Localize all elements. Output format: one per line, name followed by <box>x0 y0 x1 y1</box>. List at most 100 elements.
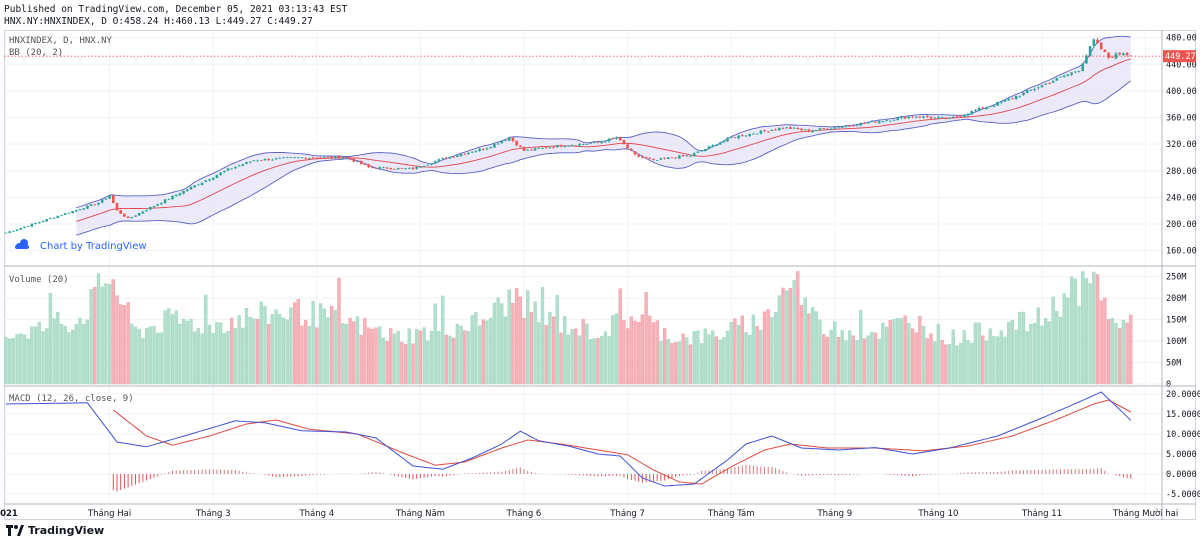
candle-body <box>866 122 870 124</box>
candle <box>1092 38 1096 47</box>
volume-bar <box>951 329 955 385</box>
candle-body <box>230 168 233 170</box>
candle-body <box>1059 76 1062 78</box>
candle-body <box>1096 39 1099 44</box>
candle-body <box>585 143 589 145</box>
volume-bar <box>659 340 663 385</box>
volume-bar <box>144 327 149 385</box>
candle-body <box>667 157 670 160</box>
volume-bar <box>130 323 134 385</box>
volume-bar <box>111 279 115 385</box>
candle <box>822 128 825 129</box>
candle-body <box>308 157 311 159</box>
candle <box>951 115 955 119</box>
candle <box>689 155 692 158</box>
candle-body <box>8 231 11 233</box>
volume-bar <box>707 334 711 385</box>
candle-body <box>226 168 230 171</box>
candle <box>293 156 296 159</box>
volume-bar <box>133 326 138 385</box>
volume-bar <box>607 336 611 385</box>
candle-body <box>112 195 115 203</box>
candle-body <box>1118 52 1121 55</box>
volume-bar <box>433 303 437 385</box>
time-axis-tick: Tháng Năm <box>395 509 445 519</box>
candle-body <box>1051 81 1055 83</box>
volume-bar <box>326 317 330 385</box>
candle-body <box>311 157 315 159</box>
candle-body <box>855 125 859 127</box>
candle <box>707 145 711 150</box>
volume-bar <box>618 288 622 385</box>
candle-body <box>1103 49 1107 52</box>
candle <box>470 150 474 154</box>
candle-body <box>659 158 663 160</box>
candle <box>326 156 330 158</box>
candle-body <box>955 116 959 117</box>
volume-bar <box>611 315 615 385</box>
candle-body <box>567 145 570 147</box>
candle <box>933 117 936 119</box>
volume-bar <box>396 330 400 385</box>
candle <box>267 158 270 162</box>
macd-pane-title[interactable]: MACD (12, 26, close, 9) <box>9 394 134 404</box>
candle-body <box>692 153 696 156</box>
volume-bar <box>796 271 800 385</box>
volume-bar <box>748 335 752 385</box>
candle <box>411 167 415 170</box>
volume-bar <box>185 320 189 385</box>
volume-bar <box>1121 319 1126 385</box>
volume-bar <box>156 332 160 385</box>
candle <box>422 165 426 168</box>
candle <box>234 166 237 170</box>
candle <box>1099 41 1103 50</box>
candle <box>12 230 15 232</box>
volume-bar <box>622 320 626 385</box>
volume-bar <box>466 331 471 385</box>
candle <box>1003 99 1007 103</box>
candle <box>385 167 389 170</box>
candle <box>618 136 622 142</box>
candle <box>581 143 585 146</box>
candle-body <box>426 164 430 166</box>
bb-indicator-label[interactable]: BB (20, 2) <box>9 48 63 58</box>
candle-body <box>944 117 948 119</box>
volume-bar <box>988 328 992 385</box>
macd-axis-tick: 10.0000 <box>1166 430 1200 440</box>
candle <box>622 139 626 145</box>
candle-body <box>1044 83 1047 85</box>
candle <box>944 117 948 120</box>
brand-footer[interactable]: TradingView <box>6 524 104 537</box>
candle <box>955 115 959 118</box>
volume-axis-tick: 150M <box>1166 316 1186 326</box>
volume-bar <box>803 297 807 385</box>
candle-body <box>670 157 674 159</box>
volume-bar <box>148 326 152 385</box>
candle-body <box>82 208 85 210</box>
candle <box>23 226 26 229</box>
candle-body <box>859 122 862 126</box>
volume-bar <box>1051 296 1055 385</box>
candle-body <box>178 193 182 196</box>
candle-body <box>552 146 555 148</box>
candle <box>870 120 874 123</box>
candle <box>685 154 689 157</box>
candle <box>1029 89 1033 91</box>
candle-body <box>1107 52 1110 58</box>
candle <box>544 146 548 149</box>
candle <box>86 205 89 209</box>
volume-bar <box>1029 324 1033 385</box>
volume-bar <box>344 323 349 385</box>
candle-body <box>1000 101 1003 103</box>
volume-bar <box>892 318 896 385</box>
volume-bar <box>222 333 226 385</box>
candle-body <box>863 123 866 124</box>
volume-pane-title[interactable]: Volume (20) <box>9 275 69 285</box>
volume-bar <box>703 328 707 385</box>
volume-bar <box>1062 293 1066 385</box>
candle-body <box>992 105 996 107</box>
candle-body <box>30 223 34 227</box>
volume-bar <box>847 330 852 385</box>
candle <box>15 229 19 232</box>
